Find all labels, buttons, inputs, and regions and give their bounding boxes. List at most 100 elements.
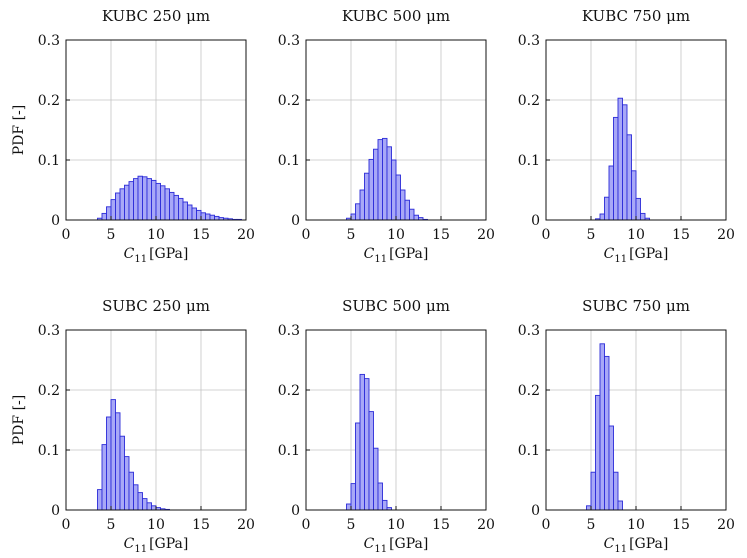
x-axis-label-unit: [GPa] <box>389 246 428 262</box>
chart-title: KUBC 250 μm <box>102 7 210 25</box>
chart-title: KUBC 750 μm <box>582 7 690 25</box>
x-tick-label: 0 <box>62 517 71 533</box>
y-tick-label: 0 <box>531 213 540 229</box>
histogram-bar <box>355 203 361 221</box>
histogram-bar <box>608 425 614 511</box>
y-tick-label: 0.3 <box>38 33 60 49</box>
histogram-bar <box>142 498 148 511</box>
histogram-bar <box>391 159 397 221</box>
y-tick-label: 0.1 <box>518 153 540 169</box>
histogram-bar <box>137 492 143 511</box>
histogram-bar <box>613 116 619 221</box>
x-axis-label-unit: [GPa] <box>149 246 188 262</box>
x-tick-label: 20 <box>237 227 255 243</box>
x-tick-label: 5 <box>347 517 356 533</box>
x-tick-label: 20 <box>477 517 495 533</box>
x-axis-label-subscript: 11 <box>374 254 387 265</box>
y-tick-label: 0.2 <box>518 93 540 109</box>
chart-panel-6: 0 5 10 15 20 0 0.1 0.2 0.3 SUBC 750 μm C11 [GPa] <box>518 297 735 555</box>
histogram-bar <box>613 471 619 511</box>
histogram-bar <box>196 209 202 221</box>
histogram-bar <box>586 505 592 511</box>
histogram-bar <box>395 174 401 221</box>
histogram-bar <box>368 411 374 511</box>
histogram-bar <box>604 355 610 511</box>
y-tick-label: 0.2 <box>518 383 540 399</box>
histogram-bar <box>124 456 130 511</box>
y-tick-label: 0.3 <box>38 323 60 339</box>
x-axis-label: C11 [GPa] <box>604 536 669 555</box>
histogram-bar <box>178 197 184 221</box>
histogram-bar <box>359 373 365 511</box>
histogram-bar <box>590 471 596 511</box>
chart-panel-5: 0 5 10 15 20 0 0.1 0.2 0.3 SUBC 500 μm C11 [GPa] <box>278 297 495 555</box>
histogram-bar <box>364 378 370 511</box>
chart-panel-3: 0 5 10 15 20 0 0.1 0.2 0.3 KUBC 750 μm C11 [GPa] <box>518 7 735 265</box>
histogram-bar <box>205 213 211 221</box>
y-tick-label: 0.3 <box>278 323 300 339</box>
histogram-bar <box>151 179 157 221</box>
histogram-bar <box>115 192 121 221</box>
histogram-bar <box>128 471 134 511</box>
x-axis-label-symbol: C <box>124 246 135 262</box>
y-tick-label: 0 <box>291 503 300 519</box>
histogram-bar <box>617 500 623 511</box>
histogram-bar <box>146 178 152 221</box>
histogram-bar <box>386 146 392 221</box>
chart-panel-2: 0 5 10 15 20 0 0.1 0.2 0.3 KUBC 500 μm C11 [GPa] <box>278 7 495 265</box>
histogram-bar <box>128 181 134 221</box>
histogram-bar <box>413 214 419 221</box>
chart-title: SUBC 750 μm <box>582 297 690 315</box>
histogram-bar <box>155 182 161 221</box>
histogram-bar <box>409 208 415 221</box>
y-tick-label: 0.3 <box>518 323 540 339</box>
chart-title: SUBC 250 μm <box>102 297 210 315</box>
histogram-bar <box>382 137 388 221</box>
histogram-bar <box>214 215 220 221</box>
x-tick-label: 10 <box>627 517 645 533</box>
y-tick-label: 0.1 <box>278 153 300 169</box>
chart-panel-1: 0 5 10 15 20 0 0.1 0.2 0.3 KUBC 250 μm C11 [GPa] PDF… <box>11 7 255 265</box>
x-tick-label: 15 <box>432 227 450 243</box>
x-axis-label-subscript: 11 <box>134 544 147 555</box>
histogram-bar <box>110 199 116 221</box>
x-tick-label: 0 <box>542 227 551 243</box>
x-axis-label: C11 [GPa] <box>364 536 429 555</box>
y-tick-label: 0.1 <box>518 443 540 459</box>
histogram-bar <box>404 199 410 221</box>
histogram-bar <box>119 188 125 221</box>
y-tick-label: 0.3 <box>518 33 540 49</box>
y-axis-label: PDF [-] <box>11 395 27 445</box>
histogram-bar <box>97 489 103 511</box>
y-tick-label: 0.1 <box>38 153 60 169</box>
histogram-bar <box>377 482 383 511</box>
x-axis-label-subscript: 11 <box>134 254 147 265</box>
x-tick-label: 0 <box>302 227 311 243</box>
histogram-bar <box>124 184 130 221</box>
x-axis-label-unit: [GPa] <box>629 246 668 262</box>
x-tick-label: 10 <box>147 517 165 533</box>
x-tick-label: 15 <box>672 227 690 243</box>
y-axis-label: PDF [-] <box>11 105 27 155</box>
x-axis-label-symbol: C <box>604 246 615 262</box>
histogram-bar <box>169 191 175 221</box>
chart-panel-4: 0 5 10 15 20 0 0.1 0.2 0.3 SUBC 250 μm C11 [GPa] PDF… <box>11 297 255 555</box>
chart-title: KUBC 500 μm <box>342 7 450 25</box>
histogram-bar <box>187 204 193 221</box>
x-tick-label: 5 <box>107 517 116 533</box>
histogram-bar <box>173 194 179 221</box>
x-axis-label: C11 [GPa] <box>124 246 189 265</box>
histogram-bar <box>377 139 383 221</box>
histogram-bar <box>622 104 628 221</box>
histogram-bar <box>631 170 637 221</box>
x-tick-label: 5 <box>107 227 116 243</box>
y-tick-label: 0 <box>291 213 300 229</box>
x-tick-label: 15 <box>192 517 210 533</box>
histogram-bar <box>101 444 107 511</box>
y-tick-label: 0.2 <box>278 383 300 399</box>
histogram-bar <box>368 158 374 221</box>
histogram-bar <box>119 435 125 511</box>
histogram-bar <box>209 214 215 221</box>
histogram-bar <box>106 206 112 221</box>
x-axis-label-symbol: C <box>124 536 135 552</box>
